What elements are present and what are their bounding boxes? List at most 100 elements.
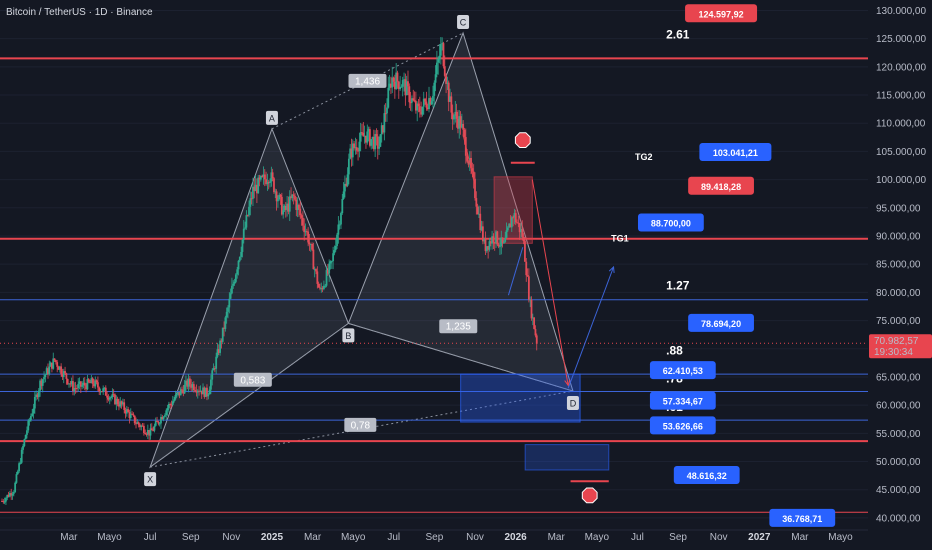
candle-body: [455, 111, 458, 119]
candle-body: [421, 106, 424, 115]
candle-body: [166, 407, 169, 411]
candle-body: [317, 283, 320, 288]
candle-body: [181, 389, 183, 391]
x-tick-label: Jul: [631, 532, 644, 543]
candle-body: [51, 362, 53, 369]
candle-body: [443, 66, 446, 76]
candle-body: [144, 432, 147, 434]
candle-body: [476, 206, 479, 215]
candle-body: [206, 387, 208, 397]
lower-zone-box: [524, 444, 610, 471]
candle-body: [213, 368, 216, 370]
candle-body: [279, 194, 282, 197]
candle-body: [531, 317, 534, 319]
candle-body: [81, 385, 84, 387]
candle-body: [143, 425, 145, 433]
candle-body: [107, 397, 110, 400]
y-axis[interactable]: 130.000,00 125.000,00 120.000,00 115.000,00…: [869, 6, 932, 524]
y-tick-label: 65.000,00: [876, 372, 921, 383]
candle-body: [103, 387, 106, 389]
ratio-bg: [348, 73, 387, 88]
candle-body: [417, 103, 420, 107]
pattern-point-c: C: [460, 18, 467, 28]
candle-body: [125, 409, 128, 414]
candle-body: [102, 388, 105, 392]
candle-body: [234, 274, 237, 282]
candle-body: [22, 445, 24, 450]
candle-body: [47, 368, 49, 375]
candle-body: [133, 415, 136, 424]
candle-body: [525, 261, 528, 276]
candle-body: [269, 181, 271, 183]
candle-body: [148, 430, 151, 436]
candle-body: [124, 409, 127, 414]
candle-body: [492, 236, 495, 243]
candle-body: [128, 411, 131, 418]
candle-body: [66, 378, 69, 384]
candle-body: [292, 194, 295, 196]
x-tick-label: Nov: [222, 532, 240, 543]
candle-body: [154, 420, 157, 426]
candle-body: [378, 146, 380, 149]
candle-body: [238, 256, 241, 261]
candle-body: [414, 100, 417, 111]
candle-body: [433, 82, 436, 96]
candle-body: [304, 231, 307, 233]
candle-body: [487, 246, 490, 250]
trend-segment-blue: [507, 247, 524, 296]
candle-body: [75, 388, 78, 390]
candle-body: [131, 413, 133, 415]
candle-body: [44, 374, 47, 378]
pattern-bcd: [347, 31, 574, 392]
candle-body: [514, 213, 517, 223]
candle-body: [273, 178, 275, 193]
candle-body: [361, 132, 363, 134]
x-tick-label: Nov: [710, 532, 728, 543]
ratio-label: 0,78: [351, 420, 371, 431]
candle-body: [366, 131, 369, 143]
candle-body: [56, 362, 59, 367]
candle-body: [123, 402, 126, 410]
pattern-point-x-bg: [144, 472, 157, 487]
candle-body: [316, 271, 319, 284]
candle-body: [371, 136, 374, 140]
candle-body: [177, 392, 179, 394]
candle-body: [422, 98, 425, 107]
candles-layer: [1, 37, 538, 505]
pattern-point-c-bg: [457, 15, 470, 30]
candle-body: [467, 161, 470, 165]
x-tick-label: 2026: [504, 532, 527, 543]
candle-body: [522, 236, 525, 242]
candle-body: [35, 394, 38, 398]
candle-body: [158, 423, 161, 425]
candle-body: [401, 80, 404, 87]
y-tick-label: 45.000,00: [876, 485, 921, 496]
ratio-label: 0,583: [240, 375, 265, 386]
candle-body: [116, 398, 119, 405]
candle-body: [271, 172, 274, 179]
candle-body: [156, 420, 158, 422]
candle-body: [287, 203, 290, 212]
x-axis[interactable]: Mar Mayo Jul Sep Nov 2025 Mar Mayo Jul Sep Nov 2026…: [0, 529, 868, 543]
candle-body: [249, 198, 252, 207]
candle-body: [388, 83, 391, 88]
price-tag-bg: [637, 213, 704, 232]
candle-body: [344, 183, 346, 192]
candle-body: [505, 230, 508, 238]
candle-body: [418, 106, 421, 112]
candle-body: [37, 390, 40, 398]
candle-body: [198, 390, 200, 392]
candle-body: [186, 380, 189, 387]
x-tick-label: Mar: [60, 532, 78, 543]
candle-body: [442, 43, 445, 67]
candle-body: [412, 98, 415, 101]
candle-body: [129, 413, 132, 418]
candle-body: [478, 213, 480, 215]
x-tick-label: 2027: [748, 532, 771, 543]
candle-body: [286, 203, 289, 210]
candle-body: [150, 428, 153, 431]
candle-body: [26, 430, 28, 435]
candle-body: [253, 186, 256, 192]
candle-body: [332, 253, 334, 262]
